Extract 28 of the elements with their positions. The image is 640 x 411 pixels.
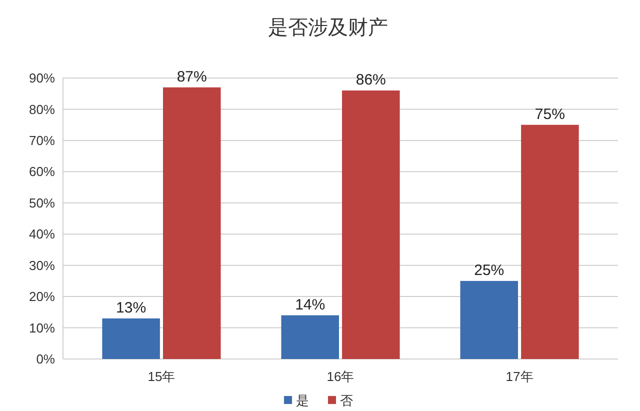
- y-tick-label: 60%: [28, 164, 56, 180]
- y-tick-label: 50%: [28, 195, 56, 210]
- y-tick-label: 70%: [28, 132, 56, 148]
- data-label: 86%: [356, 71, 386, 88]
- legend-label: 否: [340, 393, 353, 408]
- y-tick-label: 90%: [28, 70, 56, 86]
- bar: [102, 318, 160, 359]
- x-tick-label: 16年: [326, 369, 354, 384]
- x-tick-label: 15年: [148, 369, 176, 384]
- y-tick-label: 40%: [28, 226, 56, 242]
- chart-title: 是否涉及财产: [268, 17, 388, 39]
- y-tick-label: 20%: [28, 289, 56, 304]
- x-tick-label: 17年: [506, 369, 534, 384]
- data-label: 25%: [474, 262, 504, 279]
- y-tick-label: 30%: [28, 258, 56, 273]
- bar: [521, 124, 579, 359]
- data-label: 87%: [176, 68, 207, 86]
- data-label: 13%: [116, 299, 146, 316]
- legend-label: 是: [296, 393, 309, 408]
- bar: [162, 87, 221, 359]
- bar: [281, 315, 339, 359]
- data-label: 75%: [534, 106, 565, 123]
- y-tick-label: 80%: [28, 102, 56, 117]
- bar: [460, 280, 518, 359]
- y-tick-label: 0%: [36, 352, 56, 367]
- bar: [342, 90, 400, 359]
- y-tick-label: 10%: [28, 320, 56, 336]
- data-label: 14%: [295, 296, 326, 314]
